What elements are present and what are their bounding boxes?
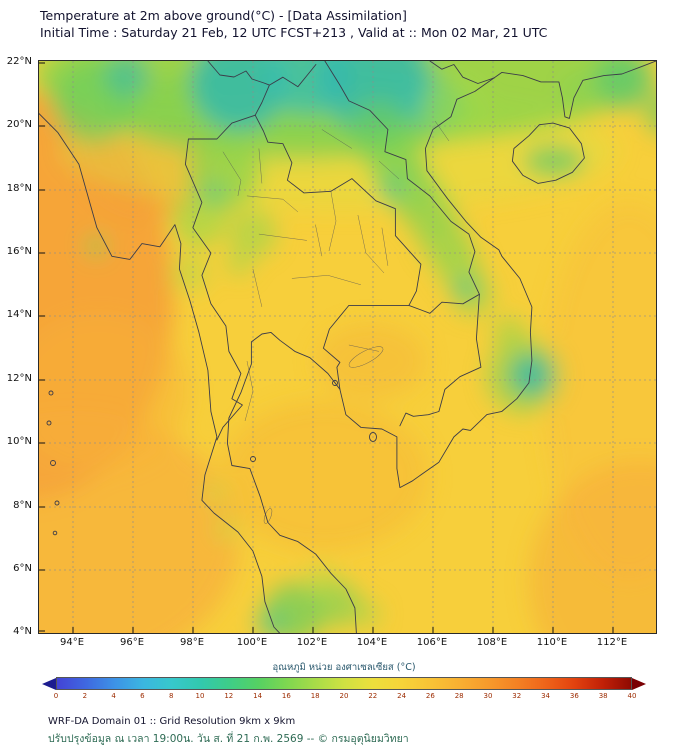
lon-tick-label: 100°E <box>236 637 268 648</box>
colorbar-left-arrow <box>42 677 56 690</box>
colorbar-right-arrow <box>632 677 646 690</box>
lat-tick-label: 14°N <box>6 309 32 320</box>
grid-lines <box>39 61 656 633</box>
lat-tick-label: 16°N <box>6 246 32 257</box>
colorbar <box>42 677 646 690</box>
lat-tick-label: 6°N <box>13 563 32 574</box>
lon-tick-label: 106°E <box>416 637 448 648</box>
header: Temperature at 2m above ground(°C) - [Da… <box>40 7 547 41</box>
map-plot-area <box>38 60 657 634</box>
longitude-axis: 94°E 96°E 98°E 100°E 102°E 104°E 106°E 1… <box>38 637 655 651</box>
lon-tick-label: 94°E <box>59 637 85 648</box>
update-info: ปรับปรุงข้อมูล ณ เวลา 19:00น. วัน ส. ที่… <box>48 733 409 745</box>
lon-tick-label: 112°E <box>596 637 628 648</box>
lat-tick-label: 10°N <box>6 436 32 447</box>
axis-tick-marks <box>39 62 614 633</box>
lat-tick-label: 20°N <box>6 119 32 130</box>
province-borders <box>222 120 450 524</box>
lon-tick-label: 102°E <box>296 637 328 648</box>
latitude-axis: 22°N 20°N 18°N 16°N 14°N 12°N 10°N 8°N 6… <box>0 56 35 637</box>
lon-tick-label: 96°E <box>119 637 145 648</box>
lat-tick-label: 12°N <box>6 373 32 384</box>
temperature-blobs <box>39 61 656 633</box>
coastlines-and-borders <box>39 61 656 633</box>
lat-tick-label: 22°N <box>6 56 32 67</box>
lon-tick-label: 98°E <box>179 637 205 648</box>
page-subtitle: Initial Time : Saturday 21 Feb, 12 UTC F… <box>40 25 548 40</box>
lon-tick-label: 108°E <box>476 637 508 648</box>
lon-tick-label: 104°E <box>356 637 388 648</box>
lat-tick-label: 4°N <box>13 626 32 637</box>
footer: WRF-DA Domain 01 :: Grid Resolution 9km … <box>48 716 409 747</box>
colorbar-gradient <box>56 677 632 690</box>
colorbar-label: อุณหภูมิ หน่วย องศาเซลเซียส (°C) <box>272 662 416 673</box>
temperature-field-map <box>39 61 656 633</box>
model-domain-info: WRF-DA Domain 01 :: Grid Resolution 9km … <box>48 716 296 727</box>
lon-tick-label: 110°E <box>536 637 568 648</box>
colorbar-ticks: 0 2 4 6 8 10 12 14 16 18 20 22 24 26 28 … <box>53 692 637 700</box>
lat-tick-label: 8°N <box>13 500 32 511</box>
page-title: Temperature at 2m above ground(°C) - [Da… <box>40 8 407 23</box>
lat-tick-label: 18°N <box>6 183 32 194</box>
